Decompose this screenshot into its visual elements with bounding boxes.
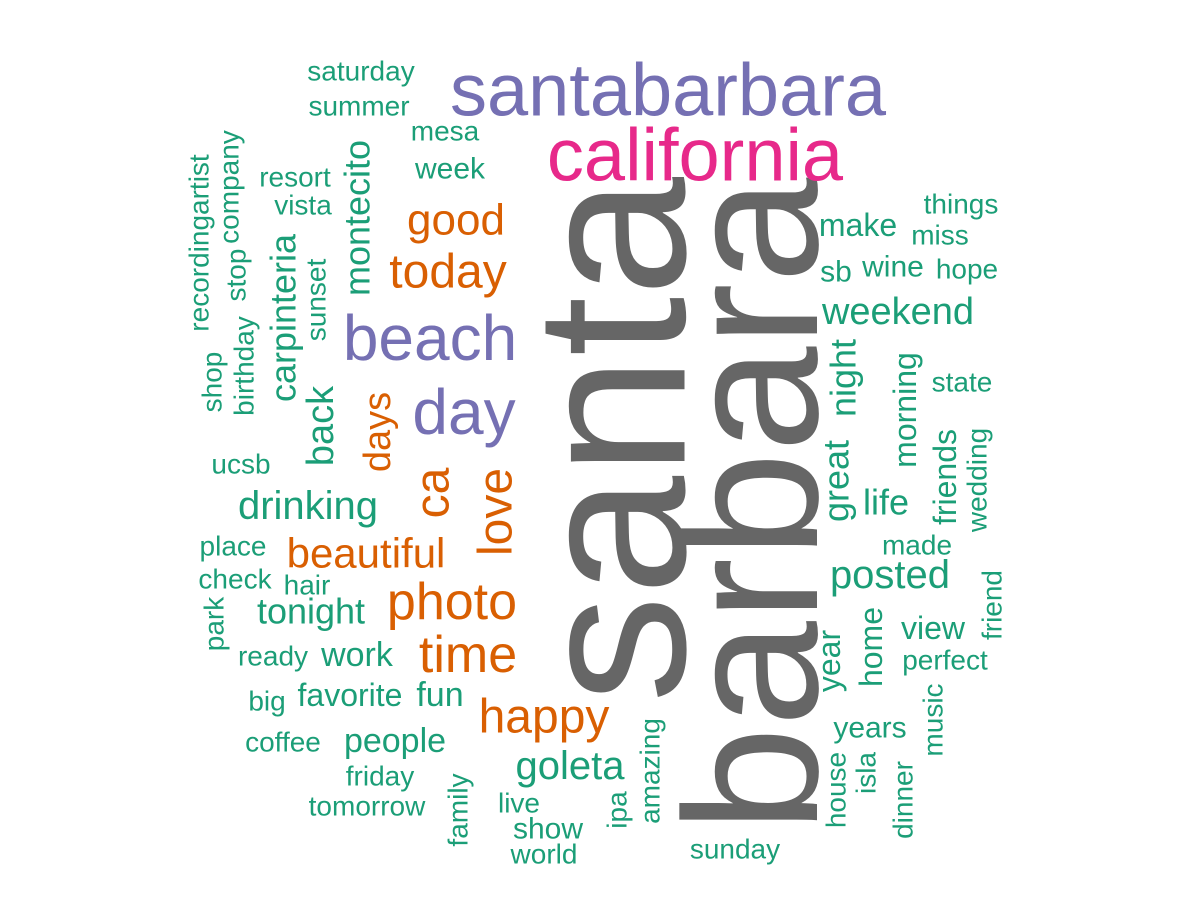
word-stop: stop: [221, 249, 252, 302]
word-days: days: [357, 392, 399, 472]
word-amazing: amazing: [635, 718, 666, 824]
word-saturday: saturday: [307, 56, 414, 87]
word-company: company: [214, 130, 245, 244]
word-world: world: [510, 839, 578, 870]
word-drinking: drinking: [238, 484, 378, 528]
word-shop: shop: [197, 352, 228, 413]
word-ready: ready: [238, 641, 308, 672]
word-isla: isla: [851, 752, 882, 794]
word-day: day: [412, 376, 515, 448]
word-friday: friday: [346, 761, 414, 792]
word-time: time: [419, 626, 517, 684]
word-birthday: birthday: [229, 316, 260, 416]
word-tomorrow: tomorrow: [309, 791, 426, 822]
word-life: life: [863, 482, 909, 523]
word-check: check: [198, 564, 272, 595]
word-night: night: [823, 339, 864, 417]
word-great: great: [816, 440, 857, 522]
word-hair: hair: [284, 570, 331, 601]
word-santabarbara: santabarbara: [450, 49, 887, 132]
word-years: years: [833, 712, 906, 745]
word-recordingartist: recordingartist: [184, 154, 215, 332]
word-ucsb: ucsb: [211, 449, 270, 480]
word-california: california: [547, 114, 844, 197]
word-perfect: perfect: [902, 645, 988, 676]
word-ipa: ipa: [602, 791, 633, 829]
word-family: family: [443, 773, 474, 846]
word-big: big: [248, 686, 285, 717]
word-people: people: [344, 722, 446, 760]
word-summer: summer: [308, 91, 409, 122]
word-resort: resort: [259, 162, 331, 193]
word-back: back: [300, 385, 342, 466]
word-barbara: barbara: [646, 177, 858, 832]
word-good: good: [407, 196, 505, 245]
word-friend: friend: [977, 570, 1008, 640]
word-photo: photo: [387, 573, 517, 631]
word-posted: posted: [830, 553, 950, 597]
word-state: state: [932, 367, 993, 398]
word-miss: miss: [911, 220, 969, 251]
word-fun: fun: [416, 676, 463, 714]
word-vista: vista: [274, 190, 332, 221]
word-year: year: [811, 630, 847, 693]
word-make: make: [819, 207, 897, 243]
word-things: things: [924, 189, 999, 220]
word-mesa: mesa: [411, 116, 480, 147]
word-wedding: wedding: [962, 428, 993, 533]
word-happy: happy: [479, 691, 610, 744]
word-made: made: [882, 530, 952, 561]
word-tonight: tonight: [257, 591, 365, 632]
word-place: place: [200, 531, 267, 562]
word-live: live: [498, 788, 540, 819]
word-love: love: [470, 468, 523, 556]
word-home: home: [853, 607, 889, 687]
word-music: music: [918, 683, 949, 756]
word-montecito: montecito: [337, 140, 378, 296]
word-carpinteria: carpinteria: [263, 233, 304, 402]
word-sb: sb: [820, 256, 852, 289]
word-sunday: sunday: [690, 834, 780, 865]
word-week: week: [414, 153, 486, 186]
word-sunset: sunset: [301, 259, 332, 342]
word-ca: ca: [407, 467, 460, 518]
word-santa: santa: [490, 177, 731, 703]
word-friends: friends: [927, 429, 963, 525]
word-morning: morning: [887, 352, 923, 468]
word-house: house: [821, 752, 852, 828]
word-view: view: [901, 610, 966, 646]
word-work: work: [320, 636, 394, 674]
word-hope: hope: [936, 254, 998, 285]
word-beautiful: beautiful: [287, 530, 446, 577]
word-coffee: coffee: [245, 727, 321, 758]
word-show: show: [513, 813, 583, 846]
word-goleta: goleta: [516, 744, 626, 788]
word-today: today: [389, 246, 506, 299]
word-park: park: [199, 596, 230, 651]
word-wine: wine: [861, 251, 924, 284]
word-weekend: weekend: [821, 291, 974, 333]
word-beach: beach: [343, 302, 517, 374]
word-favorite: favorite: [298, 677, 403, 713]
word-dinner: dinner: [888, 761, 919, 839]
